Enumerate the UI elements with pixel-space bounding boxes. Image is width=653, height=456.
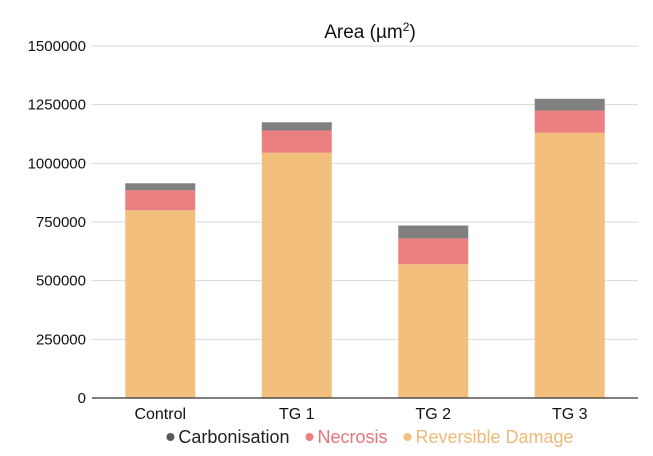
bar-carbonisation	[125, 183, 196, 191]
bar-necrosis	[398, 238, 469, 265]
bar-reversible-damage	[534, 132, 605, 398]
axes: 0 250000 500000 750000 1000000 1250000 1500000…	[28, 38, 638, 423]
legend-label: Reversible Damage	[416, 427, 574, 447]
legend-marker	[166, 433, 175, 441]
bar-carbonisation	[534, 98, 605, 111]
bar-carbonisation	[398, 225, 469, 239]
bar-necrosis	[534, 110, 605, 133]
y-tick-label: 500000	[36, 273, 86, 290]
legend-label: Necrosis	[317, 427, 387, 447]
legend-marker	[403, 433, 412, 441]
legend-marker	[305, 433, 314, 441]
x-tick-label: TG 3	[552, 406, 588, 423]
y-tick-label: 1000000	[28, 155, 86, 172]
x-tick-label: TG 1	[279, 406, 315, 423]
bar-reversible-damage	[398, 264, 469, 398]
bar-carbonisation	[261, 122, 332, 131]
legend-label: Carbonisation	[178, 427, 289, 447]
y-tick-label: 750000	[36, 214, 86, 231]
bar-necrosis	[261, 130, 332, 153]
y-tick-label: 0	[78, 390, 86, 407]
bars	[125, 98, 605, 398]
bar-reversible-damage	[125, 210, 196, 398]
bar-necrosis	[125, 190, 196, 211]
y-tick-label: 250000	[36, 331, 86, 348]
y-tick-label: 1500000	[28, 38, 86, 55]
title-text: Area (µm	[324, 22, 403, 43]
title-suffix: )	[409, 22, 415, 43]
chart-title: Area (µm2)	[324, 20, 416, 43]
bar-reversible-damage	[261, 152, 332, 398]
y-tick-label: 1250000	[28, 97, 86, 114]
x-tick-label: Control	[134, 406, 186, 423]
legend: Carbonisation Necrosis Reversible Damage	[166, 427, 574, 447]
x-tick-label: TG 2	[415, 406, 451, 423]
title-superscript: 2	[403, 20, 410, 34]
